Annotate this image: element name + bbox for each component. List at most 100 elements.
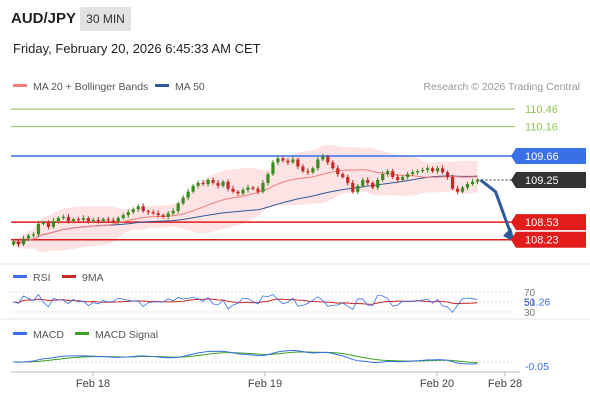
candle-body: [96, 219, 100, 221]
candle-body: [166, 213, 170, 217]
forecast-arrow: [479, 178, 515, 243]
ma20-line: [13, 169, 478, 244]
candle-body: [366, 179, 370, 183]
x-axis: Feb 18 Feb 19 Feb 20 Feb 28: [11, 371, 522, 390]
candle-body: [470, 181, 475, 185]
candle: [455, 185, 460, 195]
candle-body: [116, 218, 120, 222]
rsi-line: [13, 293, 478, 314]
candle-body: [171, 211, 175, 214]
candle: [336, 165, 340, 177]
x-tick-label-0: Feb 18: [76, 378, 110, 390]
candle: [156, 210, 160, 218]
candle-body: [46, 222, 51, 227]
macd-pane: -0.05: [11, 349, 549, 373]
candle: [216, 179, 220, 189]
candle-body: [51, 220, 56, 227]
candle-body: [301, 166, 305, 172]
macd-legend-label: MACD: [33, 329, 64, 341]
candle: [176, 201, 180, 214]
price-tags: 110.46 110.16 109.66 109.25 108.53 108.23: [511, 104, 586, 248]
candle: [236, 189, 240, 197]
candle: [281, 156, 285, 163]
candle: [291, 156, 295, 165]
candle: [416, 169, 420, 175]
candle-body: [311, 168, 315, 173]
candle: [121, 212, 125, 220]
candle: [296, 157, 300, 170]
candle: [246, 184, 250, 193]
candle-body: [236, 191, 240, 194]
candle-body: [331, 162, 335, 169]
rsi-tick-50: 50: [524, 298, 536, 309]
candle: [351, 179, 355, 194]
level-label-108.23: 108.23: [525, 235, 559, 247]
candle-body: [271, 162, 275, 175]
level-tag-109.25: [511, 171, 586, 188]
candle: [71, 217, 75, 223]
candle-body: [141, 206, 145, 212]
candle: [371, 181, 375, 190]
candle-body: [146, 211, 150, 213]
candle-body: [356, 185, 360, 192]
candle: [326, 154, 330, 166]
candle: [346, 174, 350, 186]
candle-body: [121, 215, 125, 219]
candle-body: [196, 182, 200, 186]
candle-body: [256, 188, 260, 192]
candle-body: [26, 235, 31, 239]
copyright-label: Research © 2026 Trading Central: [423, 81, 580, 93]
candle: [411, 169, 415, 176]
candle-body: [346, 177, 350, 183]
candle: [316, 157, 320, 171]
candle: [301, 164, 305, 173]
candle-body: [386, 171, 390, 175]
ma20-legend-label: MA 20 + Bollinger Bands: [33, 81, 148, 93]
candle-body: [226, 181, 230, 189]
candle-body: [231, 188, 235, 192]
candle-body: [16, 241, 21, 245]
candle-body: [221, 181, 225, 186]
candle: [96, 216, 100, 224]
price-levels: [11, 108, 515, 241]
candle: [445, 170, 450, 180]
candle-body: [460, 187, 465, 192]
candle: [450, 174, 455, 191]
candle: [421, 167, 425, 173]
moving-averages: [13, 169, 478, 244]
candle-body: [11, 241, 16, 245]
candle-body: [426, 168, 430, 171]
candle-body: [191, 185, 195, 192]
candle: [376, 177, 380, 191]
candle: [256, 186, 260, 195]
candle: [101, 217, 105, 223]
candle: [460, 185, 465, 194]
ma50-legend-swatch: [155, 84, 169, 87]
candle: [406, 171, 410, 180]
candle-body: [211, 179, 215, 183]
candle-body: [281, 158, 285, 161]
rsi-legend-swatch: [13, 275, 27, 278]
candle: [81, 215, 85, 222]
candle: [151, 209, 155, 216]
symbol-title: AUD/JPY: [11, 10, 77, 27]
candle: [56, 216, 60, 224]
bollinger-band-area: [13, 144, 478, 253]
candle-body: [86, 218, 90, 221]
candle-body: [136, 206, 140, 210]
level-tag-108.23: [511, 231, 586, 248]
candle-body: [416, 171, 420, 173]
candle-body: [91, 219, 95, 221]
candle: [66, 213, 70, 224]
candle-body: [201, 182, 205, 185]
candle-body: [401, 177, 405, 180]
candle-body: [326, 156, 330, 163]
candle-body: [475, 179, 480, 182]
candle: [475, 178, 480, 185]
candle: [231, 185, 235, 194]
interval-button[interactable]: 30 MIN: [80, 7, 131, 31]
candle: [26, 233, 31, 242]
rsi-ma-line: [13, 298, 478, 305]
candle: [396, 174, 400, 183]
